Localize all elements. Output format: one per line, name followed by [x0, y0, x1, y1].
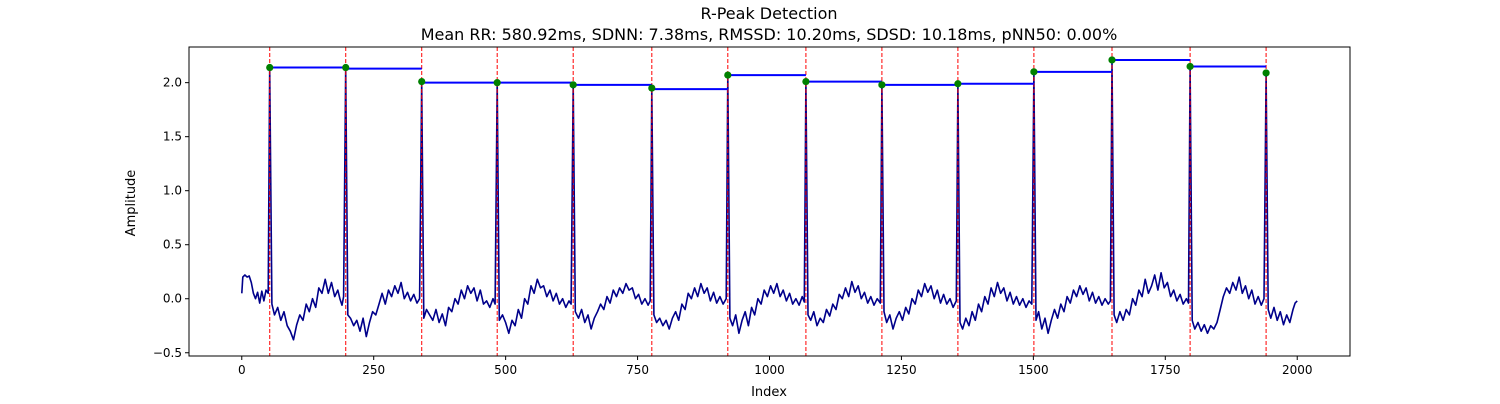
x-tick-label-2: 500	[494, 363, 517, 377]
peak-marker-6	[724, 71, 732, 79]
peak-marker-1	[342, 63, 350, 72]
peak-marker-9	[954, 80, 962, 88]
peak-marker-8	[878, 81, 886, 89]
x-tick-label-3: 750	[626, 363, 649, 377]
peak-marker-12	[1186, 62, 1194, 71]
peak-marker-5	[648, 84, 656, 92]
chart-title: R-Peak Detection	[700, 4, 837, 23]
y-tick-label-3: 1.0	[163, 184, 182, 198]
x-axis-label: Index	[751, 385, 787, 400]
peak-marker-3	[493, 79, 501, 87]
y-tick-label-0: −0.5	[153, 346, 182, 360]
y-axis-label: Amplitude	[124, 170, 139, 237]
x-tick-label-4: 1000	[754, 363, 785, 377]
chart-subtitle: Mean RR: 580.92ms, SDNN: 7.38ms, RMSSD: …	[421, 25, 1118, 44]
x-tick-label-1: 250	[362, 363, 385, 377]
peak-marker-10	[1030, 68, 1038, 76]
peak-marker-2	[418, 77, 426, 86]
peak-marker-0	[266, 63, 274, 72]
y-tick-label-2: 0.5	[163, 238, 182, 252]
ecg-signal-line	[241, 59, 1298, 341]
peak-marker-11	[1108, 56, 1116, 64]
axes: 0 250 500 750 1000 1250 1500 1750 2000 −0.5 0.0 0.5…	[153, 76, 1313, 377]
peak-marker-7	[802, 77, 810, 86]
x-tick-label-0: 0	[238, 363, 246, 377]
x-tick-label-7: 1750	[1150, 363, 1181, 377]
plot-area	[241, 47, 1298, 356]
peak-marker-13	[1262, 69, 1270, 77]
y-tick-label-4: 1.5	[163, 130, 182, 144]
x-tick-label-8: 2000	[1282, 363, 1313, 377]
x-tick-label-6: 1500	[1018, 363, 1049, 377]
y-tick-label-1: 0.0	[163, 292, 182, 306]
peak-marker-4	[569, 81, 577, 89]
x-tick-label-5: 1250	[886, 363, 917, 377]
y-tick-label-5: 2.0	[163, 76, 182, 90]
